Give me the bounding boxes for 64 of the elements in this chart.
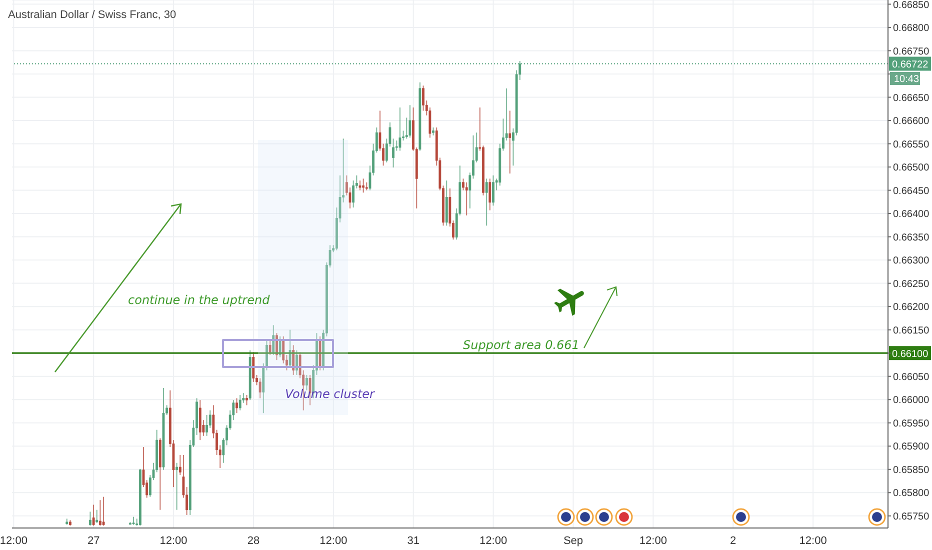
y-tick-label: 0.66300 xyxy=(893,256,930,267)
candlestick xyxy=(99,500,102,526)
candlestick xyxy=(176,462,178,510)
candlestick xyxy=(246,394,248,406)
x-tick-label: 12:00 xyxy=(480,534,508,547)
y-tick-label: 0.65750 xyxy=(893,511,930,522)
y-tick-label: 0.66400 xyxy=(893,209,930,220)
text: Australian Dollar / Swiss Franc, 30 xyxy=(8,9,176,21)
candlestick xyxy=(102,496,105,526)
ref-line-label: 0.66100 xyxy=(892,349,929,360)
candlestick xyxy=(258,378,262,399)
candlestick xyxy=(288,329,292,368)
y-tick-label: 0.65800 xyxy=(893,488,930,500)
y-tick-label: 0.66800 xyxy=(893,22,930,34)
y-tick-label: 0.65900 xyxy=(893,442,930,453)
candlestick xyxy=(352,180,355,208)
y-tick-label: 0.66450 xyxy=(893,186,930,197)
candlestick xyxy=(398,106,402,152)
y-tick-label: 0.66200 xyxy=(893,302,930,314)
text: 10:43 xyxy=(894,74,920,85)
x-tick-label: 12:00 xyxy=(160,534,188,547)
y-tick-label: 0.66250 xyxy=(893,278,930,290)
y-tick-label: 0.65950 xyxy=(893,418,930,430)
annotation: continue in the uptrend xyxy=(128,293,270,307)
x-tick-label: 27 xyxy=(87,534,100,547)
candlestick xyxy=(92,504,95,526)
candlestick xyxy=(492,174,494,206)
candlestick xyxy=(236,398,238,414)
ref-line-label: 0.66722 xyxy=(892,60,929,71)
y-tick-label: 0.66350 xyxy=(893,232,930,244)
candlestick xyxy=(268,340,272,356)
y-tick-label: 0.66000 xyxy=(893,395,930,406)
candlestick xyxy=(508,110,512,174)
x-tick-label: 28 xyxy=(247,534,260,547)
candlestick xyxy=(465,182,468,216)
candlestick xyxy=(485,178,488,226)
x-tick-label: 2 xyxy=(730,534,736,547)
candlestick xyxy=(422,85,424,112)
y-tick-label: 0.66600 xyxy=(893,116,930,128)
x-tick-label: 12:00 xyxy=(639,534,667,547)
y-tick-label: 0.65850 xyxy=(893,464,930,476)
candlestick xyxy=(206,414,208,436)
candlestick xyxy=(272,324,275,356)
y-tick-label: 0.66050 xyxy=(893,372,930,383)
annotation: Support area 0.661 xyxy=(463,338,580,352)
x-tick-label: Sep xyxy=(563,534,584,547)
x-tick-label: 12:00 xyxy=(320,534,348,547)
y-tick-label: 0.66650 xyxy=(893,92,930,104)
candlestick xyxy=(358,180,362,191)
x-tick-label: 12:00 xyxy=(0,534,28,547)
y-tick-label: 0.66550 xyxy=(893,139,930,150)
y-tick-label: 0.66850 xyxy=(893,0,930,11)
candlestick xyxy=(96,509,98,524)
candlestick xyxy=(252,352,255,382)
y-tick-label: 0.66150 xyxy=(893,325,930,336)
y-tick-label: 0.66500 xyxy=(893,162,930,174)
candlestick xyxy=(488,178,492,211)
candlestick xyxy=(362,178,365,194)
x-tick-label: 12:00 xyxy=(799,534,827,547)
candlestick xyxy=(89,511,92,526)
candlestick xyxy=(408,104,412,138)
candlestick xyxy=(238,394,242,411)
y-tick-label: 0.66750 xyxy=(893,46,930,58)
x-tick-label: 31 xyxy=(407,534,420,547)
